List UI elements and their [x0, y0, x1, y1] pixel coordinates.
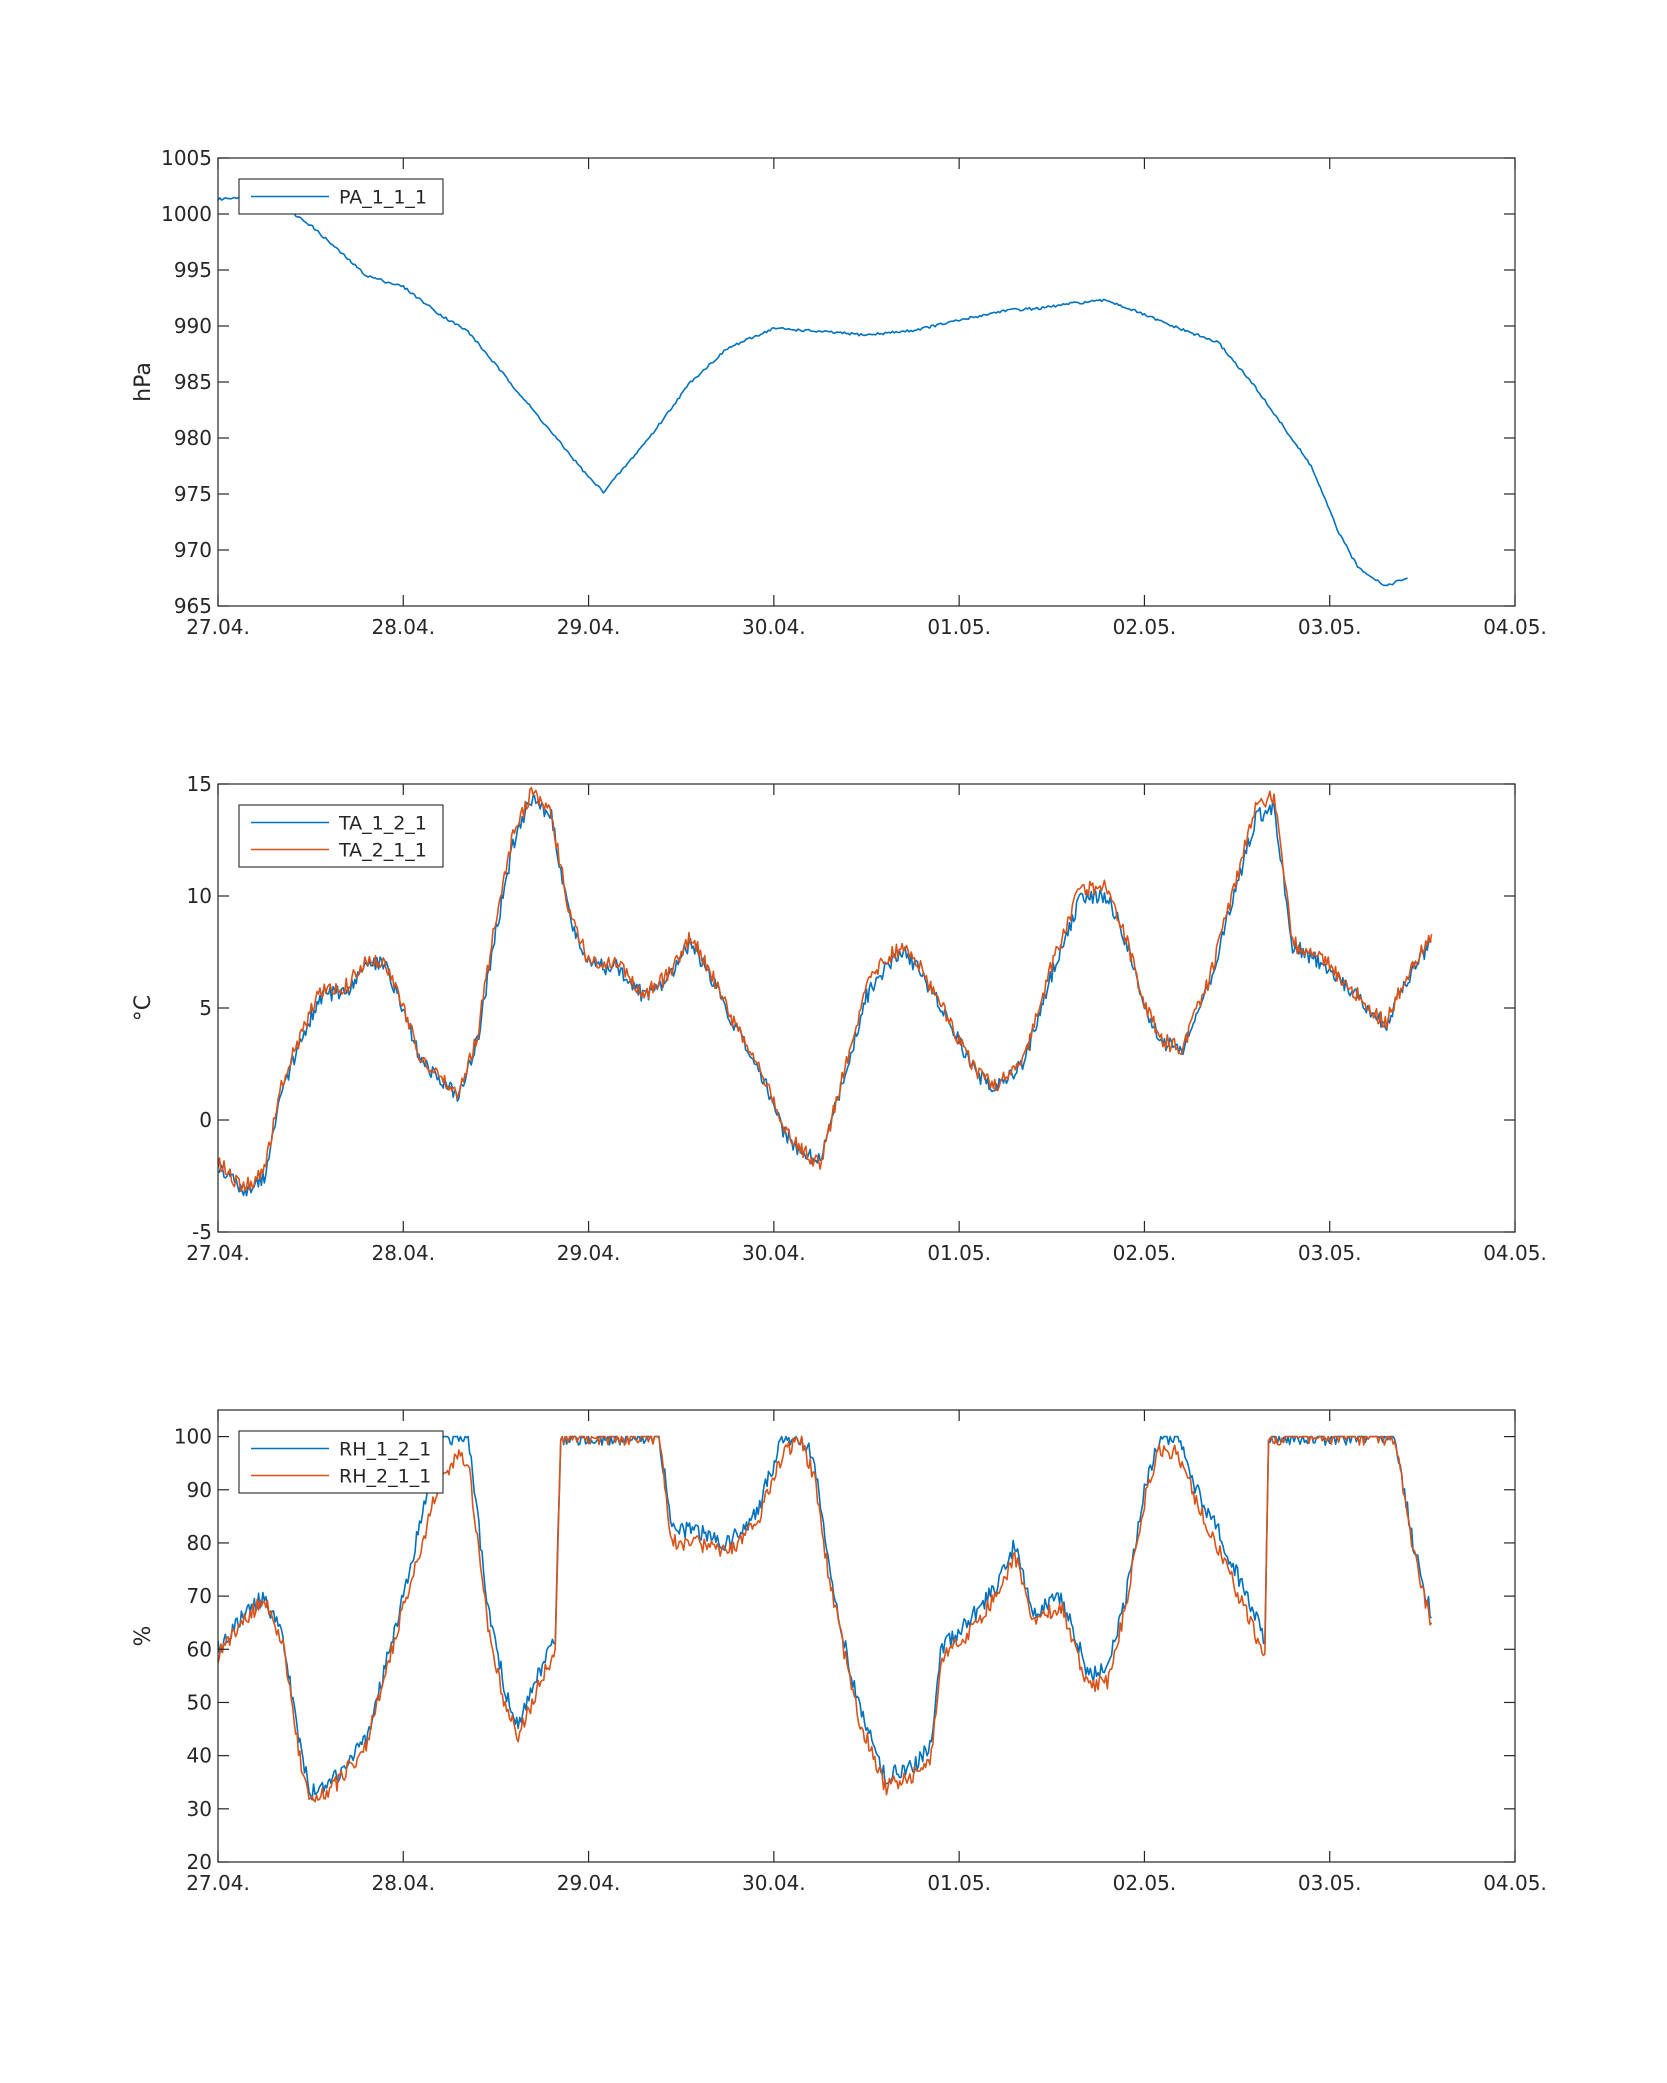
y-tick-label: 80: [187, 1531, 212, 1555]
legend-entry: TA_1_2_1: [338, 813, 427, 835]
x-tick-label: 27.04.: [186, 1871, 250, 1895]
y-tick-label: 990: [174, 314, 212, 338]
y-tick-label: 60: [187, 1637, 212, 1661]
y-tick-label: 970: [174, 538, 212, 562]
y-tick-label: 20: [187, 1850, 212, 1874]
legend: TA_1_2_1 TA_2_1_1: [238, 804, 444, 868]
x-tick-label: 30.04.: [742, 1241, 806, 1265]
y-axis-label: hPa: [131, 362, 156, 402]
y-tick-label: 995: [174, 258, 212, 282]
x-tick-label: 03.05.: [1298, 1871, 1362, 1895]
x-tick-label: 27.04.: [186, 1241, 250, 1265]
series-group: [218, 1435, 1433, 1803]
y-tick-label: 1000: [161, 202, 212, 226]
y-tick-label: -5: [192, 1220, 212, 1244]
x-tick-label: 02.05.: [1113, 1241, 1177, 1265]
y-tick-label: 15: [187, 772, 212, 796]
x-tick-label: 30.04.: [742, 615, 806, 639]
y-axis-label: °C: [131, 995, 156, 1021]
y-tick-label: 985: [174, 370, 212, 394]
x-tick-label: 30.04.: [742, 1871, 806, 1895]
x-tick-label: 04.05.: [1483, 615, 1547, 639]
series-group: [218, 786, 1433, 1197]
x-tick-label: 01.05.: [927, 615, 991, 639]
chart-pressure: 27.04. 28.04. 29.04. 30.04. 01.05. 02.05. 03.0…: [131, 146, 1547, 639]
x-tick-label: 29.04.: [557, 1871, 621, 1895]
y-tick-label: 40: [187, 1744, 212, 1768]
x-tick-label: 29.04.: [557, 1241, 621, 1265]
y-tick-label: 975: [174, 482, 212, 506]
legend-entry: PA_1_1_1: [339, 187, 427, 209]
y-tick-label: 980: [174, 426, 212, 450]
x-tick-label: 01.05.: [927, 1241, 991, 1265]
legend-box: [238, 1430, 444, 1494]
legend: RH_1_2_1 RH_2_1_1: [238, 1430, 444, 1494]
y-tick-label: 0: [199, 1108, 212, 1132]
x-tick-label: 02.05.: [1113, 615, 1177, 639]
legend-entry: RH_2_1_1: [339, 1466, 431, 1488]
chart-temperature: 27.04. 28.04. 29.04. 30.04. 01.05. 02.05. 03.0…: [131, 772, 1547, 1265]
y-tick-label: 10: [187, 884, 212, 908]
x-tick-label: 03.05.: [1298, 615, 1362, 639]
series-line-RH_1_2_1: [218, 1435, 1432, 1801]
legend: PA_1_1_1: [238, 178, 444, 215]
x-tick-label: 28.04.: [371, 615, 435, 639]
x-tick-label: 01.05.: [927, 1871, 991, 1895]
legend-entry: TA_2_1_1: [338, 840, 427, 862]
y-tick-label: 50: [187, 1690, 212, 1714]
y-tick-label: 100: [174, 1425, 212, 1449]
legend-entry: RH_1_2_1: [339, 1439, 431, 1461]
series-line-RH_2_1_1: [218, 1435, 1433, 1803]
x-tick-label: 27.04.: [186, 615, 250, 639]
series-group: [218, 193, 1408, 587]
x-tick-label: 02.05.: [1113, 1871, 1177, 1895]
x-tick-label: 03.05.: [1298, 1241, 1362, 1265]
axes-box: [217, 1409, 1516, 1863]
y-tick-label: 90: [187, 1478, 212, 1502]
chart-panels: 27.04. 28.04. 29.04. 30.04. 01.05. 02.05. 03.0…: [131, 146, 1547, 1895]
y-tick-label: 1005: [161, 146, 212, 170]
y-tick-label: 30: [187, 1797, 212, 1821]
y-tick-label: 965: [174, 594, 212, 618]
legend-box: [238, 804, 444, 868]
series-line-TA_2_1_1: [218, 786, 1433, 1193]
x-tick-label: 28.04.: [371, 1241, 435, 1265]
x-tick-label: 04.05.: [1483, 1241, 1547, 1265]
x-tick-label: 29.04.: [557, 615, 621, 639]
y-tick-label: 5: [199, 996, 212, 1020]
chart-humidity: 27.04. 28.04. 29.04. 30.04. 01.05. 02.05. 03.0…: [131, 1409, 1547, 1895]
series-line-PA_1_1_1: [218, 193, 1408, 587]
y-axis-label: %: [131, 1626, 156, 1647]
y-tick-label: 70: [187, 1584, 212, 1608]
x-tick-label: 28.04.: [371, 1871, 435, 1895]
x-tick-label: 04.05.: [1483, 1871, 1547, 1895]
